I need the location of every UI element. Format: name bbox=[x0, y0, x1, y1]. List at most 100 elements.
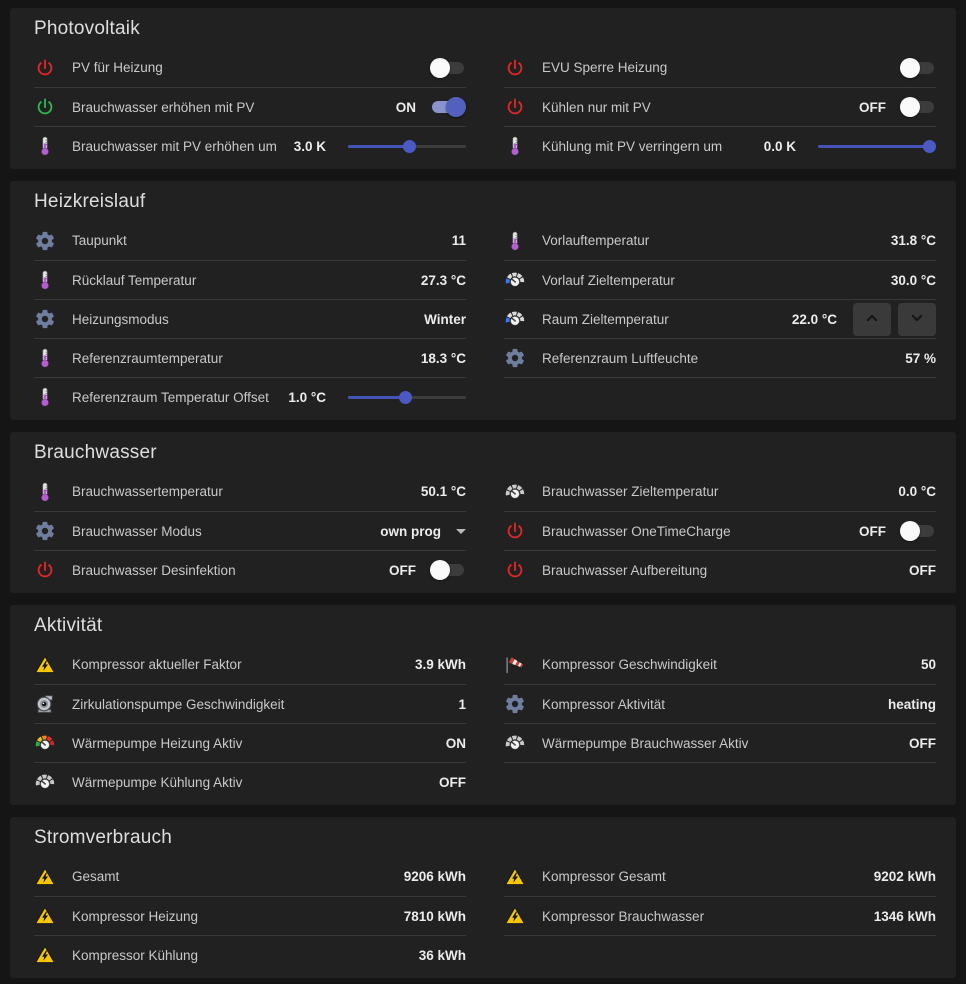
entity-row[interactable]: Kompressor Brauchwasser 1346 kWh bbox=[504, 896, 936, 935]
entity-value: 1346 kWh bbox=[873, 908, 936, 924]
entity-row[interactable]: Heizungsmodus Winter bbox=[34, 299, 466, 338]
entity-label: Kompressor Kühlung bbox=[72, 947, 199, 963]
entity-row[interactable]: Brauchwasser erhöhen mit PV ON bbox=[34, 87, 466, 126]
power-red-icon bbox=[504, 96, 526, 118]
slider[interactable] bbox=[348, 139, 466, 154]
warning-icon bbox=[34, 905, 56, 927]
entity-row[interactable]: Brauchwasser Modus own prog bbox=[34, 511, 466, 550]
entity-row[interactable]: Kompressor Aktivität heating bbox=[504, 684, 936, 723]
toggle-switch[interactable] bbox=[430, 97, 466, 117]
entity-row[interactable]: EVU Sperre Heizung bbox=[504, 48, 936, 87]
card-title: Heizkreislauf bbox=[34, 191, 146, 212]
entity-label: Kühlung mit PV verringern um bbox=[542, 138, 723, 154]
entity-row[interactable]: Raum Zieltemperatur 22.0 °C bbox=[504, 299, 936, 338]
card-grid: Kompressor aktueller Faktor 3.9 kWh Kompre… bbox=[34, 645, 936, 801]
entity-row[interactable]: Brauchwasser Aufbereitung OFF bbox=[504, 550, 936, 589]
entity-value: 11 bbox=[451, 233, 466, 248]
entity-row[interactable]: Kompressor Kühlung 36 kWh bbox=[34, 935, 466, 974]
entity-row[interactable]: Wärmepumpe Heizung Aktiv ON bbox=[34, 723, 466, 762]
slider-thumb[interactable] bbox=[403, 139, 416, 153]
entity-row[interactable]: Referenzraumtemperatur 18.3 °C bbox=[34, 338, 466, 377]
slider-fill bbox=[818, 144, 930, 148]
slider-thumb[interactable] bbox=[399, 390, 412, 404]
entity-label: Taupunkt bbox=[72, 233, 127, 248]
entity-label: EVU Sperre Heizung bbox=[542, 60, 668, 75]
warning-icon bbox=[34, 654, 56, 676]
entity-value: OFF bbox=[859, 99, 886, 115]
entity-label: Kompressor Geschwindigkeit bbox=[542, 657, 717, 672]
card-grid: Gesamt 9206 kWh Kompressor Gesamt 9202 kWh K… bbox=[34, 857, 936, 974]
entity-row[interactable]: Kompressor aktueller Faktor 3.9 kWh bbox=[34, 645, 466, 684]
power-red-icon bbox=[504, 520, 526, 542]
mode-dropdown[interactable]: own prog bbox=[380, 524, 466, 539]
entity-row[interactable]: Brauchwasser OneTimeCharge OFF bbox=[504, 511, 936, 550]
entity-row[interactable]: Referenzraum Luftfeuchte 57 % bbox=[504, 338, 936, 377]
slider[interactable] bbox=[348, 390, 466, 405]
slider[interactable] bbox=[818, 139, 936, 154]
card-photovoltaik: Photovoltaik PV für Heizung EVU Sperre Hei… bbox=[10, 8, 956, 169]
entity-row[interactable]: Brauchwassertemperatur 50.1 °C bbox=[34, 472, 466, 511]
entity-value: 18.3 °C bbox=[420, 350, 466, 366]
thermometer-icon bbox=[34, 347, 56, 369]
thermometer-icon bbox=[34, 481, 56, 503]
toggle-switch[interactable] bbox=[900, 97, 936, 117]
entity-value: 50.1 °C bbox=[420, 484, 466, 499]
entity-row[interactable]: Kompressor Geschwindigkeit 50 bbox=[504, 645, 936, 684]
entity-label: Brauchwasser Zieltemperatur bbox=[542, 484, 719, 499]
entity-row[interactable]: PV für Heizung bbox=[34, 48, 466, 87]
toggle-switch[interactable] bbox=[900, 57, 936, 78]
entity-row[interactable]: Taupunkt 11 bbox=[34, 221, 466, 260]
gauge-gray-icon bbox=[504, 732, 526, 754]
entity-label: Kompressor Gesamt bbox=[542, 869, 666, 884]
entity-label: Raum Zieltemperatur bbox=[542, 311, 669, 327]
entity-row[interactable]: Referenzraum Temperatur Offset 1.0 °C bbox=[34, 377, 466, 416]
entity-label: Brauchwassertemperatur bbox=[72, 484, 223, 499]
entity-label: Wärmepumpe Kühlung Aktiv bbox=[72, 774, 243, 790]
entity-row[interactable]: Zirkulationspumpe Geschwindigkeit 1 bbox=[34, 684, 466, 723]
chevron-up-icon bbox=[862, 308, 882, 331]
entity-value: 3.0 K bbox=[293, 138, 326, 154]
pump-icon bbox=[34, 693, 56, 715]
entity-row[interactable]: Kühlen nur mit PV OFF bbox=[504, 87, 936, 126]
entity-label: Kompressor Brauchwasser bbox=[542, 908, 705, 924]
entity-row[interactable]: Vorlauftemperatur 31.8 °C bbox=[504, 221, 936, 260]
thermometer-icon bbox=[34, 135, 56, 157]
empty-row bbox=[504, 377, 936, 416]
entity-row[interactable]: Rücklauf Temperatur 27.3 °C bbox=[34, 260, 466, 299]
toggle-thumb bbox=[900, 521, 920, 541]
toggle-switch[interactable] bbox=[430, 560, 466, 580]
entity-row[interactable]: Vorlauf Zieltemperatur 30.0 °C bbox=[504, 260, 936, 299]
entity-row[interactable]: Brauchwasser Zieltemperatur 0.0 °C bbox=[504, 472, 936, 511]
entity-row[interactable]: Wärmepumpe Kühlung Aktiv OFF bbox=[34, 762, 466, 801]
entity-row[interactable]: Brauchwasser Desinfektion OFF bbox=[34, 550, 466, 589]
card-grid: Taupunkt 11 Vorlauftemperatur 31.8 °C Rückla… bbox=[34, 221, 936, 416]
toggle-switch[interactable] bbox=[900, 521, 936, 541]
entity-value: OFF bbox=[909, 735, 936, 751]
increase-button[interactable] bbox=[853, 302, 891, 336]
card-grid: Brauchwassertemperatur 50.1 °C Brauchwasse… bbox=[34, 472, 936, 589]
entity-row[interactable]: Kompressor Heizung 7810 kWh bbox=[34, 896, 466, 935]
entity-value: heating bbox=[887, 696, 936, 712]
empty-row bbox=[504, 935, 936, 974]
toggle-thumb bbox=[446, 97, 466, 117]
thermometer-icon bbox=[34, 269, 56, 291]
gauge-color-icon bbox=[34, 732, 56, 754]
entity-label: Kompressor Aktivität bbox=[542, 696, 666, 712]
thermometer-icon bbox=[504, 135, 526, 157]
entity-row[interactable]: Wärmepumpe Brauchwasser Aktiv OFF bbox=[504, 723, 936, 762]
entity-row[interactable]: Brauchwasser mit PV erhöhen um 3.0 K bbox=[34, 126, 466, 165]
chevron-down-icon bbox=[907, 308, 927, 331]
toggle-switch[interactable] bbox=[430, 57, 466, 78]
entity-row[interactable]: Kompressor Gesamt 9202 kWh bbox=[504, 857, 936, 896]
slider-fill bbox=[348, 144, 410, 148]
warning-icon bbox=[34, 866, 56, 888]
decrease-button[interactable] bbox=[898, 302, 936, 336]
entity-value: 3.9 kWh bbox=[414, 657, 466, 672]
entity-row[interactable]: Gesamt 9206 kWh bbox=[34, 857, 466, 896]
entity-label: Brauchwasser erhöhen mit PV bbox=[72, 99, 255, 115]
entity-label: Brauchwasser Desinfektion bbox=[72, 562, 236, 578]
entity-row[interactable]: Kühlung mit PV verringern um 0.0 K bbox=[504, 126, 936, 165]
entity-value: OFF bbox=[389, 562, 416, 578]
slider-thumb[interactable] bbox=[923, 139, 936, 153]
